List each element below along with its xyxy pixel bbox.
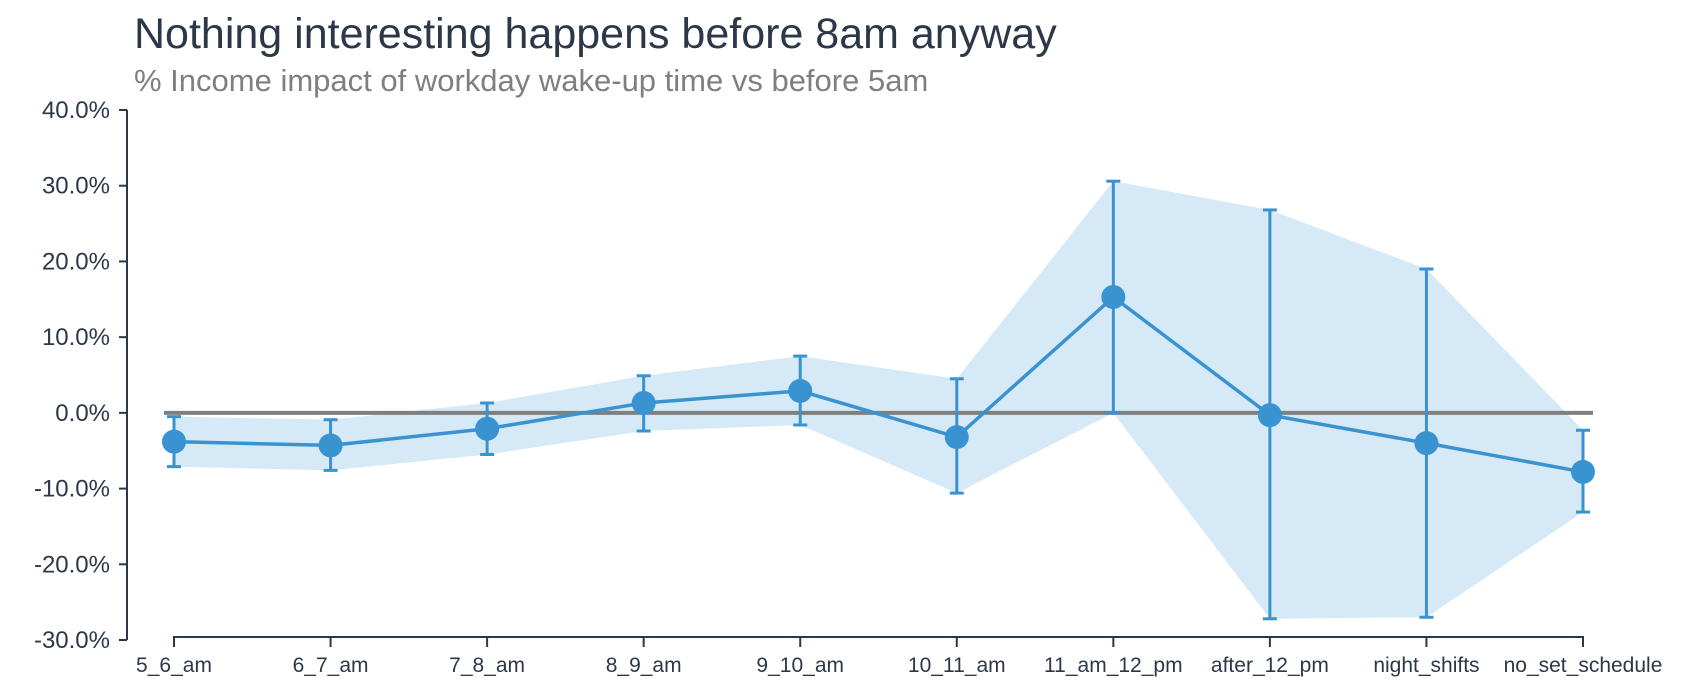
y-tick-label: 40.0% bbox=[42, 97, 110, 124]
series-line bbox=[173, 295, 1584, 474]
data-point bbox=[1571, 459, 1595, 484]
x-tick-label: 10_11_am bbox=[908, 654, 1006, 677]
x-tick-label: 9_10_am bbox=[756, 654, 844, 677]
y-tick-label: 30.0% bbox=[42, 173, 110, 200]
y-tick-label: 10.0% bbox=[42, 324, 110, 351]
data-point bbox=[318, 433, 343, 458]
y-tick-label: -20.0% bbox=[34, 551, 110, 578]
data-point bbox=[631, 391, 656, 416]
y-tick-label: 0.0% bbox=[55, 400, 110, 427]
confidence-band-layer bbox=[174, 181, 1583, 619]
x-tick-label: 7_8_am bbox=[449, 654, 525, 677]
data-point-layer bbox=[162, 285, 1595, 484]
x-tick-label: 5_6_am bbox=[136, 654, 212, 677]
series-line-layer bbox=[173, 295, 1584, 474]
x-tick-label: after_12_pm bbox=[1211, 654, 1329, 677]
y-tick-label: -10.0% bbox=[34, 476, 110, 503]
y-tick-label: -30.0% bbox=[34, 627, 110, 654]
x-tick-label: 11_am_12_pm bbox=[1044, 654, 1183, 677]
x-tick-label: 8_9_am bbox=[606, 654, 682, 677]
data-point bbox=[1101, 285, 1126, 310]
confidence-band bbox=[174, 181, 1583, 619]
data-point bbox=[475, 416, 500, 441]
chart-title: Nothing interesting happens before 8am a… bbox=[134, 10, 1057, 58]
data-point bbox=[788, 378, 813, 403]
data-point bbox=[1257, 403, 1282, 428]
x-tick-label: 6_7_am bbox=[293, 654, 369, 677]
y-tick-label: 20.0% bbox=[42, 248, 110, 275]
x-tick-label: no_set_schedule bbox=[1504, 654, 1663, 677]
data-point bbox=[944, 425, 969, 450]
data-point bbox=[1414, 431, 1439, 456]
axes-layer: -30.0% -20.0% -10.0% 0.0% 10.0% 20.0% 30.0% 40.… bbox=[34, 97, 1662, 677]
x-tick-label: night_shifts bbox=[1373, 654, 1479, 677]
chart-subtitle: % Income impact of workday wake-up time … bbox=[134, 63, 929, 98]
data-point bbox=[162, 429, 186, 454]
